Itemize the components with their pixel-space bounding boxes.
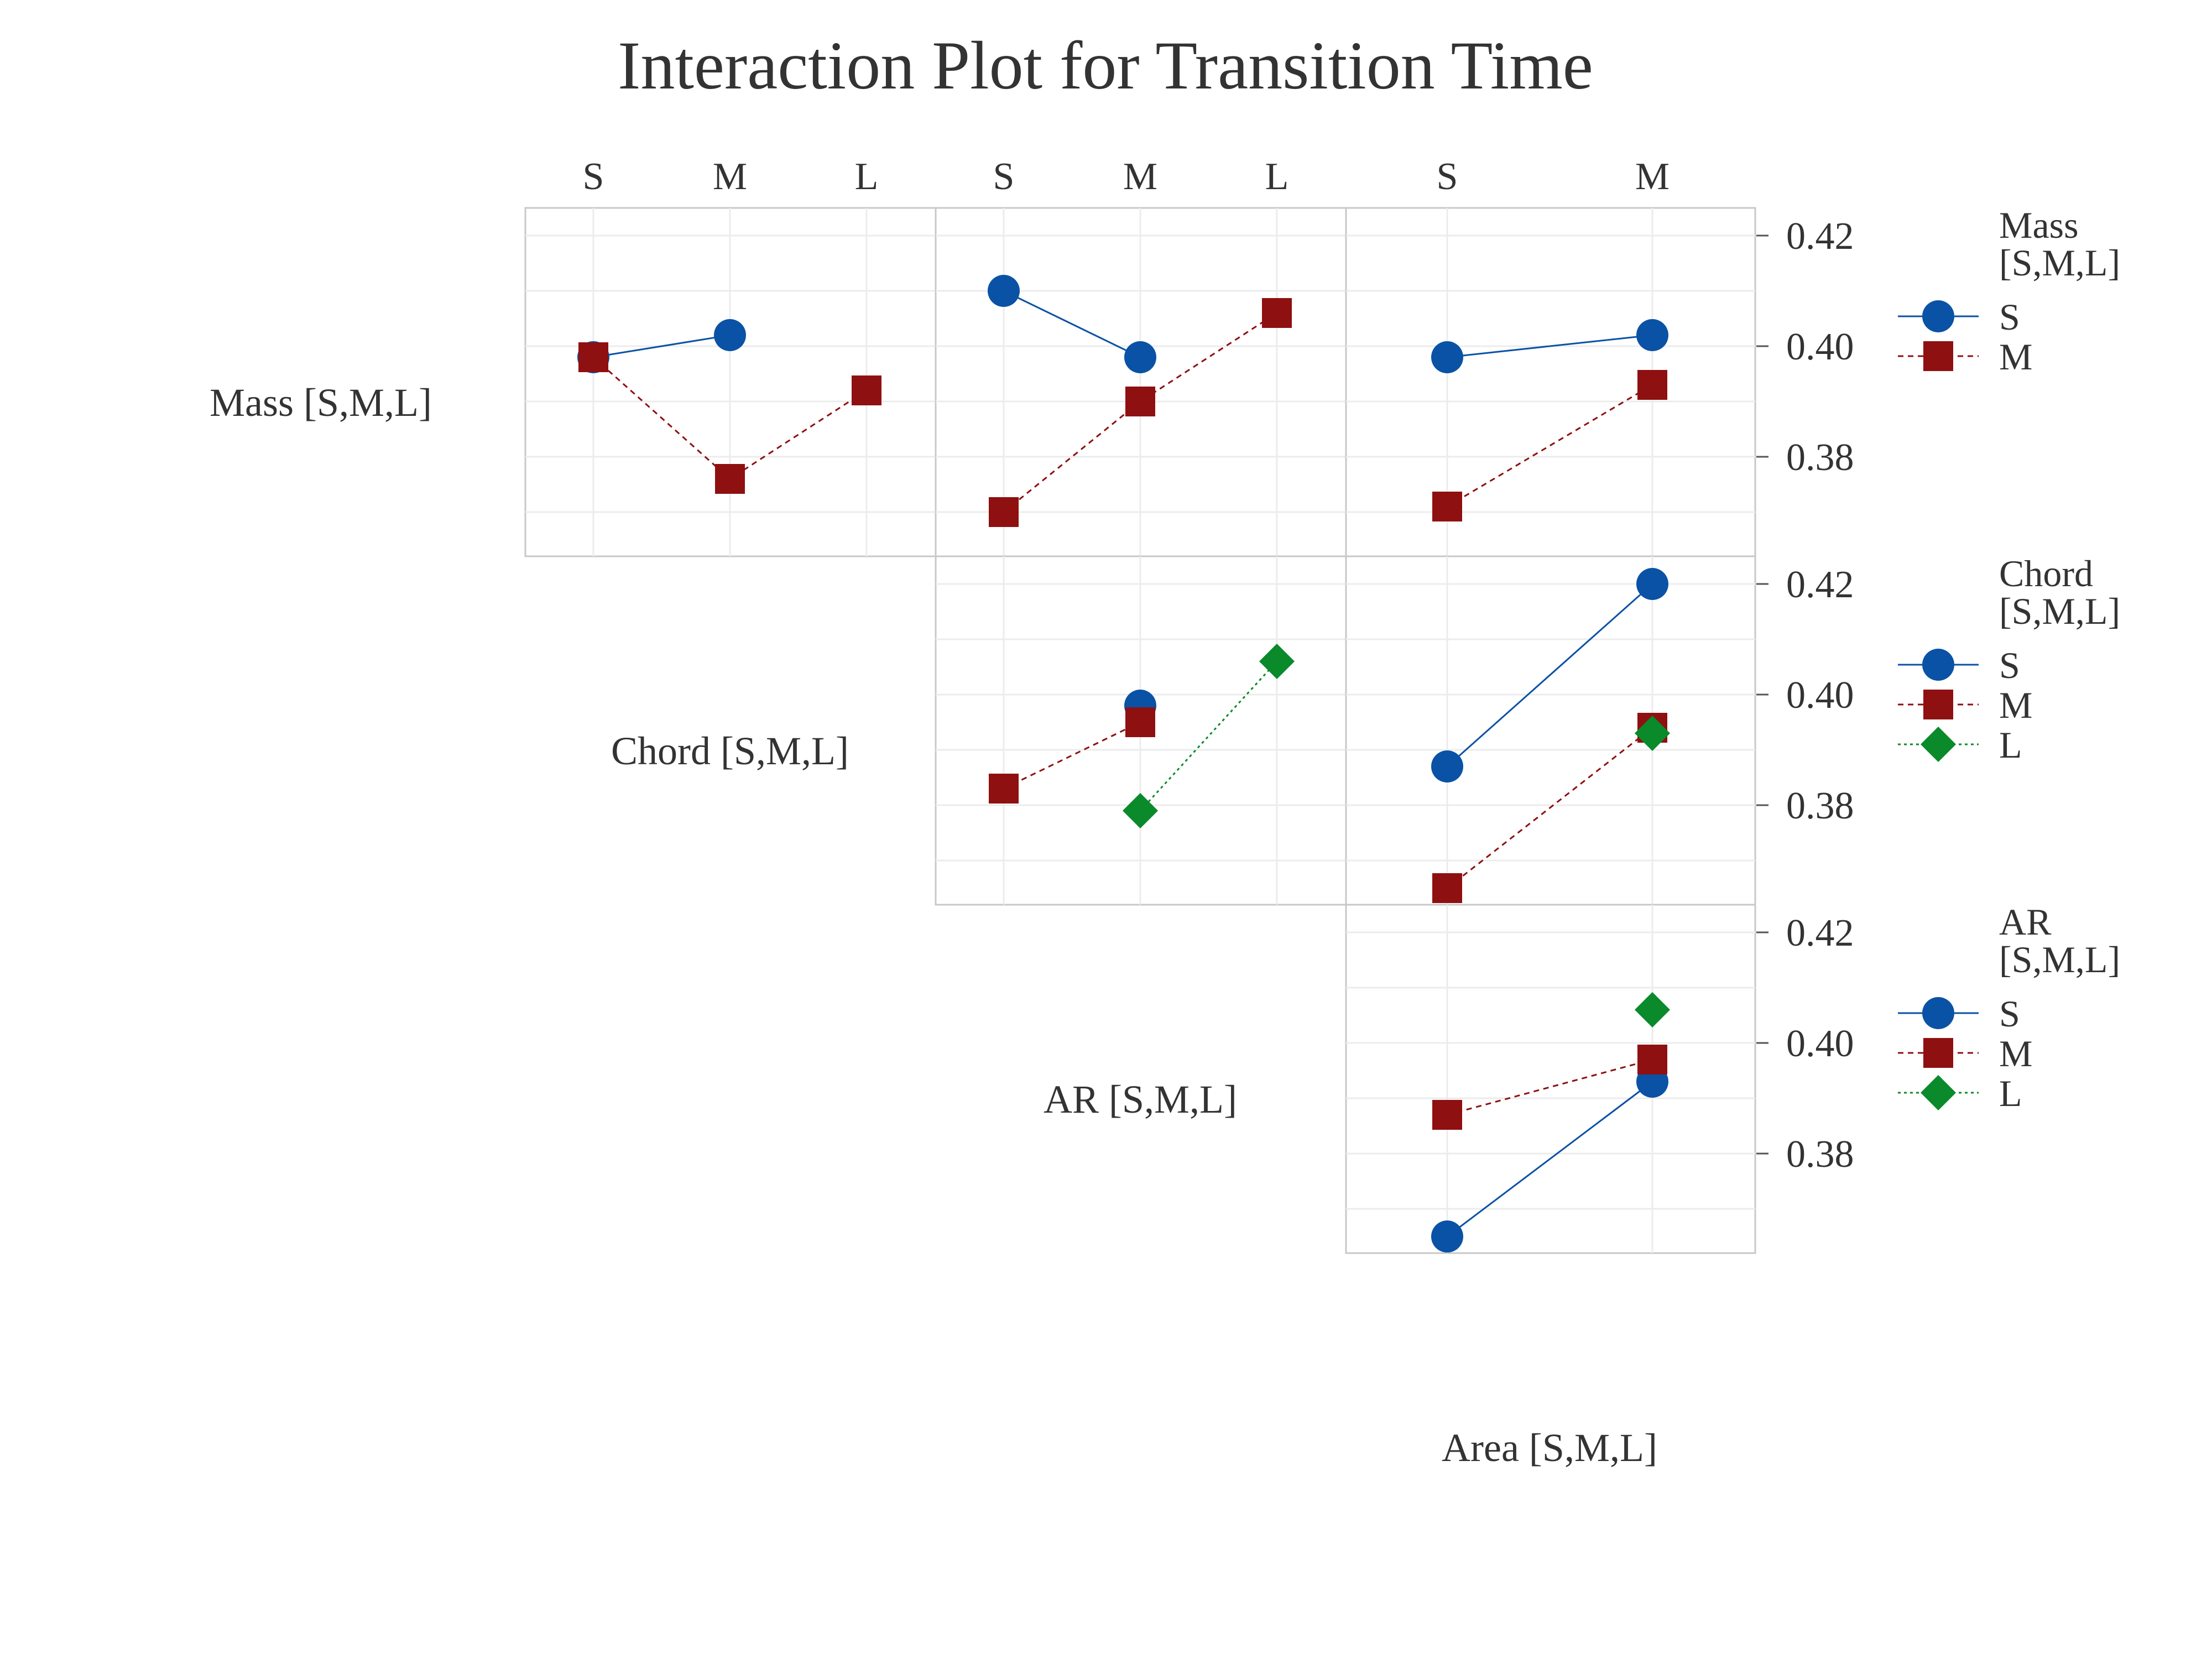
column-level-label: L <box>855 155 879 198</box>
legend-label: L <box>1999 1072 2022 1114</box>
series-line-M <box>1447 727 1653 889</box>
legend-title: Mass <box>1999 204 2079 246</box>
series-line-S <box>1003 290 1141 358</box>
y-tick-label: 0.42 <box>1786 912 1854 954</box>
data-point-L <box>1635 992 1670 1027</box>
column-level-label: L <box>1265 155 1289 198</box>
data-point-S <box>1636 319 1668 351</box>
series-line-M <box>1003 721 1141 790</box>
y-tick-label: 0.40 <box>1786 326 1854 368</box>
y-tick-label: 0.42 <box>1786 215 1854 258</box>
column-level-label: S <box>993 155 1015 198</box>
legend-title: [S,M,L] <box>1999 242 2120 284</box>
legend-title: [S,M,L] <box>1999 590 2120 632</box>
legend: Mass[S,M,L] SM <box>1898 204 2120 378</box>
panel-grid <box>524 207 937 557</box>
series-S <box>988 275 1156 373</box>
legend: Chord[S,M,L] SML <box>1898 552 2120 766</box>
series-L <box>1635 992 1670 1027</box>
series-S <box>1431 568 1668 782</box>
legend-marker <box>1923 1038 1953 1068</box>
legend-label: S <box>1999 296 2020 338</box>
data-point-S <box>1124 341 1156 373</box>
y-tick-label: 0.38 <box>1786 785 1854 827</box>
data-point-M <box>989 774 1019 804</box>
column-level-label: S <box>1437 155 1458 198</box>
legend-marker <box>1922 300 1954 332</box>
legend-marker <box>1922 997 1954 1029</box>
legend-marker <box>1922 649 1954 681</box>
data-point-L <box>1259 644 1295 679</box>
data-point-S <box>1431 341 1463 373</box>
data-point-M <box>1125 387 1155 416</box>
series-L <box>1635 716 1670 751</box>
y-tick-label: 0.38 <box>1786 1133 1854 1176</box>
y-tick-label: 0.38 <box>1786 436 1854 479</box>
panel-grid <box>1345 904 1756 1254</box>
legend-label: S <box>1999 644 2020 686</box>
legend: AR[S,M,L] SML <box>1898 901 2120 1114</box>
series-L <box>1123 644 1295 828</box>
legend-title: [S,M,L] <box>1999 938 2120 980</box>
data-point-M <box>1262 298 1292 328</box>
data-point-S <box>1431 750 1463 782</box>
data-point-L <box>1123 793 1158 828</box>
legend-label: M <box>1999 684 2032 726</box>
column-level-label: S <box>583 155 604 198</box>
series-M <box>1432 370 1667 521</box>
legend-marker <box>1921 1075 1956 1110</box>
factor-label: Mass [S,M,L] <box>210 380 432 425</box>
data-point-M <box>1125 707 1155 737</box>
data-point-M <box>1432 1100 1462 1130</box>
column-level-label: M <box>1123 155 1157 198</box>
legend-label: M <box>1999 1032 2032 1074</box>
series-line-S <box>1447 583 1653 768</box>
data-point-S <box>1636 568 1668 600</box>
data-point-M <box>1637 370 1667 400</box>
data-point-S <box>1431 1220 1463 1253</box>
series-line-S <box>593 334 731 358</box>
data-point-M <box>1432 873 1462 903</box>
legend-label: S <box>1999 993 2020 1035</box>
chart-title: Interaction Plot for Transition Time <box>618 28 1593 103</box>
panel-grid <box>1345 555 1756 906</box>
series-M <box>1432 1045 1667 1130</box>
data-point-M <box>852 375 881 405</box>
legend-marker <box>1921 727 1956 762</box>
series-line-S <box>1447 334 1653 358</box>
series-S <box>1431 319 1668 373</box>
series-M <box>989 298 1292 527</box>
data-point-M <box>989 497 1019 527</box>
legend-marker <box>1923 341 1953 371</box>
factor-label: AR [S,M,L] <box>1044 1077 1237 1121</box>
data-point-S <box>988 275 1020 307</box>
data-point-L <box>1635 716 1670 751</box>
y-tick-label: 0.40 <box>1786 674 1854 717</box>
factor-label: Chord [S,M,L] <box>611 729 849 773</box>
legend-label: L <box>1999 724 2022 766</box>
data-point-M <box>578 342 608 372</box>
data-point-S <box>714 319 746 351</box>
legend-label: M <box>1999 336 2032 378</box>
factor-label: Area [S,M,L] <box>1442 1426 1657 1470</box>
column-level-label: M <box>713 155 747 198</box>
panel-frame <box>1345 904 1756 1254</box>
legend-marker <box>1923 690 1953 719</box>
series-M <box>989 707 1155 804</box>
data-point-M <box>1432 492 1462 521</box>
legend-title: AR <box>1999 901 2052 943</box>
data-point-M <box>1637 1045 1667 1074</box>
y-tick-label: 0.42 <box>1786 564 1854 606</box>
series-line-S <box>1447 1081 1653 1238</box>
legend-title: Chord <box>1999 552 2093 594</box>
series-M <box>578 342 881 494</box>
data-point-M <box>715 464 745 494</box>
y-tick-label: 0.40 <box>1786 1022 1854 1065</box>
column-level-label: M <box>1635 155 1670 198</box>
